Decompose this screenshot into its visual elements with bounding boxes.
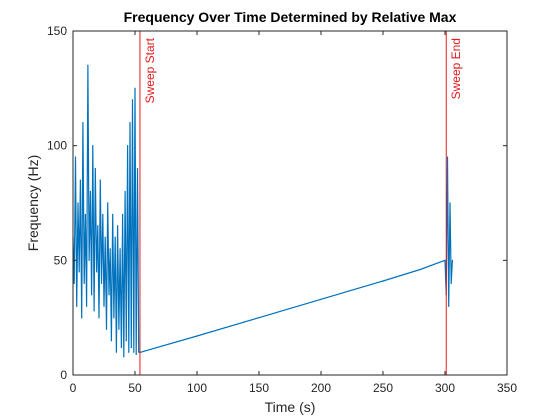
data-point <box>128 351 130 353</box>
x-tick-label: 50 <box>128 381 142 395</box>
data-point <box>94 168 96 170</box>
data-point <box>105 328 108 330</box>
y-tick-label: 0 <box>60 368 67 382</box>
data-point <box>99 179 101 181</box>
series-layer <box>72 64 453 358</box>
data-point <box>107 202 109 204</box>
data-point <box>419 268 421 271</box>
y-tick-label: 50 <box>54 253 68 267</box>
data-point <box>125 340 127 342</box>
data-point <box>133 351 135 353</box>
x-tick-label: 350 <box>497 381 517 395</box>
data-point <box>96 271 98 273</box>
y-ticks: 0 50 100 150 <box>47 24 507 382</box>
data-point <box>196 335 198 337</box>
x-axis-label: Time (s) <box>265 399 316 415</box>
data-point <box>119 248 121 250</box>
data-point <box>76 305 78 307</box>
data-point <box>83 282 85 284</box>
data-point <box>450 282 452 284</box>
data-point <box>110 340 112 342</box>
data-point <box>91 294 93 296</box>
data-point <box>123 356 125 358</box>
data-point <box>82 122 84 124</box>
x-tick-label: 300 <box>435 381 455 395</box>
data-point <box>131 99 134 101</box>
x-tick-label: 250 <box>373 381 393 395</box>
data-point <box>134 87 136 89</box>
data-point <box>79 179 81 181</box>
data-point <box>438 262 440 264</box>
data-point <box>73 282 75 284</box>
data-point <box>113 317 115 319</box>
data-point <box>127 145 129 147</box>
chart-title: Frequency Over Time Determined by Relati… <box>124 9 457 25</box>
data-point <box>88 259 90 261</box>
annotation-layer: Sweep Start Sweep End <box>139 31 463 375</box>
data-point <box>92 145 94 147</box>
data-point <box>112 213 114 216</box>
x-ticks: 0 50 100 150 200 250 300 350 <box>70 31 517 395</box>
data-point <box>98 317 100 319</box>
annotation-label: Sweep End <box>449 38 463 99</box>
data-point <box>109 248 111 250</box>
data-point <box>120 346 122 349</box>
x-tick-label: 100 <box>187 381 207 395</box>
x-tick-label: 0 <box>70 381 77 395</box>
data-point <box>114 236 116 238</box>
data-point <box>81 317 83 319</box>
data-point <box>446 156 449 158</box>
data-point <box>140 351 142 353</box>
data-point <box>87 64 89 66</box>
y-tick-label: 100 <box>47 139 67 153</box>
data-point <box>77 202 79 204</box>
data-point <box>258 317 260 319</box>
axes-box <box>72 30 508 376</box>
data-point <box>86 305 88 307</box>
data-point <box>124 190 126 193</box>
x-tick-label: 200 <box>311 381 331 395</box>
data-point <box>130 346 132 349</box>
data-point <box>74 156 77 158</box>
data-point <box>84 213 86 216</box>
data-point <box>135 353 137 355</box>
data-point <box>138 351 140 353</box>
data-point <box>449 202 451 204</box>
y-tick-label: 150 <box>47 24 67 38</box>
y-axis-label: Frequency (Hz) <box>25 155 41 251</box>
annotation-label: Sweep Start <box>143 37 157 103</box>
data-point <box>93 310 95 312</box>
data-point <box>448 305 450 307</box>
data-point <box>320 298 322 300</box>
data-point <box>100 282 103 284</box>
data-point <box>78 271 80 273</box>
data-point <box>104 236 106 238</box>
plot-area <box>73 31 507 375</box>
data-point <box>117 225 119 227</box>
data-point <box>108 294 110 296</box>
data-point <box>97 225 99 227</box>
data-point <box>103 305 105 307</box>
data-point <box>136 168 139 170</box>
data-point <box>89 190 91 193</box>
data-point <box>122 213 124 216</box>
data-point <box>102 213 104 216</box>
data-point <box>129 122 131 124</box>
data-point <box>382 280 384 282</box>
data-point <box>444 259 446 261</box>
x-tick-label: 150 <box>249 381 269 395</box>
data-point <box>451 259 453 261</box>
data-point <box>115 351 117 353</box>
data-point <box>118 328 120 330</box>
